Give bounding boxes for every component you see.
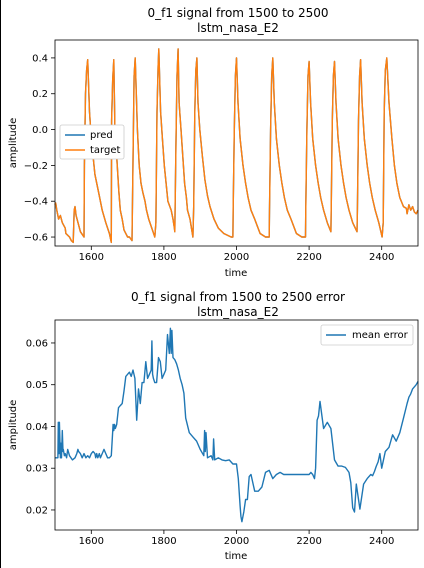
chart-signal: 0_f1 signal from 1500 to 2500 lstm_nasa_… xyxy=(8,6,419,279)
x-axis-label: time xyxy=(225,551,248,562)
y-tick-label: 0.05 xyxy=(26,380,48,391)
legend-label-mean-error: mean error xyxy=(352,330,409,341)
legend-box xyxy=(320,324,414,346)
x-tick-label: 1800 xyxy=(151,536,176,547)
x-tick-label: 2200 xyxy=(296,252,321,263)
y-axis-label: amplitude xyxy=(8,118,19,169)
legend: pred target xyxy=(59,124,125,160)
series-lines xyxy=(54,48,419,244)
x-axis-label: time xyxy=(225,268,248,279)
x-tick-label: 2400 xyxy=(369,536,394,547)
x-tick-label: 2400 xyxy=(369,252,394,263)
chart-subtitle: lstm_nasa_E2 xyxy=(197,21,279,35)
window-left-border xyxy=(0,0,1,568)
x-tick-label: 2000 xyxy=(224,536,249,547)
chart-subtitle: lstm_nasa_E2 xyxy=(197,305,279,319)
y-tick-label: 0.06 xyxy=(26,338,48,349)
series-lines xyxy=(55,327,419,523)
plot-frame xyxy=(54,39,419,247)
chart-title: 0_f1 signal from 1500 to 2500 error xyxy=(131,290,345,304)
x-tick-label: 2200 xyxy=(296,536,321,547)
series-line-mean-error xyxy=(55,327,419,523)
x-tick-label: 1600 xyxy=(79,536,104,547)
x-tick-label: 1800 xyxy=(151,252,176,263)
y-tick-label: 0.4 xyxy=(32,53,48,64)
y-tick-label: 0.0 xyxy=(32,125,48,136)
ticks: 1600 1800 2000 2200 2400 0.02 0.03 0.04 0.05 0.06 xyxy=(26,338,395,547)
y-tick-label: −0.4 xyxy=(24,197,48,208)
x-tick-label: 2000 xyxy=(224,252,249,263)
y-tick-label: 0.03 xyxy=(26,464,48,475)
ticks: 1600 1800 2000 2200 2400 −0.6 −0.4 −0.2 0.0 0.2 0.… xyxy=(24,53,395,263)
plot-frame xyxy=(54,319,419,531)
y-axis-label: amplitude xyxy=(8,400,19,451)
chart-title: 0_f1 signal from 1500 to 2500 xyxy=(147,6,328,20)
x-tick-label: 1600 xyxy=(79,252,104,263)
legend-label-pred: pred xyxy=(90,130,113,141)
legend: mean error xyxy=(320,324,414,346)
y-tick-label: −0.2 xyxy=(24,161,48,172)
y-tick-label: 0.04 xyxy=(26,422,48,433)
series-line-target xyxy=(54,48,419,244)
y-tick-label: 0.02 xyxy=(26,505,48,516)
y-tick-label: 0.2 xyxy=(32,89,48,100)
y-tick-label: −0.6 xyxy=(24,233,48,244)
legend-label-target: target xyxy=(90,145,120,156)
chart-error: 0_f1 signal from 1500 to 2500 error lstm… xyxy=(8,290,419,562)
